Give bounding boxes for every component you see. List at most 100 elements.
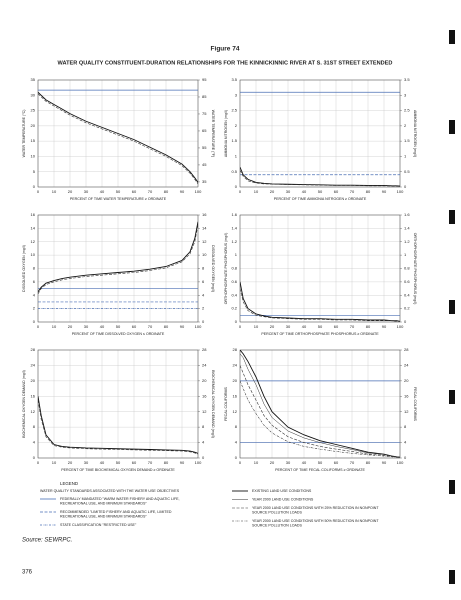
series-line [240, 288, 400, 322]
y-tick-label: 8 [33, 266, 36, 271]
y2-tick-label: 12 [202, 239, 207, 244]
y2-tick-label: 8 [202, 266, 205, 271]
x-tick-label: 60 [132, 324, 137, 329]
legend-label: YEAR 2000 LAND USE CONDITIONS WITH 50% R… [252, 519, 379, 523]
x-tick-label: 80 [164, 189, 169, 194]
x-tick-label: 80 [366, 189, 371, 194]
x-tick-label: 90 [382, 189, 387, 194]
y-tick-label: 6 [33, 279, 36, 284]
y2-axis-label: AMMONIA NITROGEN (mg/l) [413, 110, 417, 157]
x-tick-label: 70 [148, 324, 153, 329]
y2-tick-label: 14 [202, 225, 207, 230]
y-tick-label: 0 [235, 184, 238, 189]
y2-tick-label: 2.5 [404, 108, 410, 113]
y-tick-label: 20 [31, 123, 36, 128]
y-tick-label: 28 [31, 347, 36, 352]
y2-tick-label: 0.5 [404, 169, 410, 174]
x-tick-label: 20 [68, 324, 73, 329]
x-tick-label: 10 [52, 324, 57, 329]
y-tick-label: 5 [33, 169, 36, 174]
x-tick-label: 60 [334, 189, 339, 194]
x-tick-label: 70 [350, 189, 355, 194]
x-tick-label: 10 [254, 324, 259, 329]
x-tick-label: 100 [195, 189, 202, 194]
y-tick-label: 8 [235, 424, 238, 429]
x-axis-label: PERCENT OF TIME AMMONIA NITROGEN ≥ ORDIN… [274, 197, 367, 201]
x-tick-label: 40 [100, 189, 105, 194]
x-tick-label: 30 [84, 189, 89, 194]
y2-tick-label: 1.5 [404, 138, 410, 143]
legend-label: YEAR 2000 LAND USE CONDITIONS WITH 25% R… [252, 506, 379, 510]
x-tick-label: 0 [239, 460, 242, 465]
legend-heading: WATER QUALITY STANDARDS ASSOCIATED WITH … [40, 489, 180, 493]
x-tick-label: 20 [68, 460, 73, 465]
x-tick-label: 100 [195, 460, 202, 465]
source: Source: SEWRPC. [22, 538, 72, 544]
plot-frame [239, 214, 401, 323]
y2-tick-label: 0 [202, 455, 205, 460]
y-tick-label: 16 [31, 393, 36, 398]
y-tick-label: 2 [33, 306, 36, 311]
y-tick-label: 24 [31, 362, 36, 367]
y2-tick-label: 1 [404, 252, 407, 257]
y-tick-label: 0 [33, 184, 36, 189]
y2-tick-label: 16 [202, 212, 207, 217]
y-tick-label: 12 [233, 409, 238, 414]
x-tick-label: 90 [180, 324, 185, 329]
y2-tick-label: 4 [404, 440, 407, 445]
y-tick-label: 1.2 [231, 239, 237, 244]
y-tick-label: 0.8 [231, 266, 237, 271]
x-tick-label: 70 [148, 460, 153, 465]
y-axis-label: FECAL COLIFORMS [224, 386, 228, 420]
legend-title: LEGEND [60, 481, 78, 486]
y2-tick-label: 8 [404, 424, 407, 429]
x-tick-label: 0 [37, 324, 40, 329]
x-tick-label: 80 [366, 460, 371, 465]
y-tick-label: 0 [235, 319, 238, 324]
y2-tick-label: 0.8 [404, 266, 410, 271]
x-tick-label: 20 [270, 324, 275, 329]
series-line [240, 380, 400, 458]
y2-tick-label: 1.2 [404, 239, 410, 244]
x-tick-label: 70 [350, 460, 355, 465]
legend-label: STATE CLASSIFICATION "RESTRICTED USE" [60, 523, 137, 527]
x-tick-label: 10 [254, 460, 259, 465]
x-tick-label: 30 [286, 460, 291, 465]
y2-tick-label: 2 [404, 123, 407, 128]
y2-tick-label: 4 [202, 292, 205, 297]
legend-label: EXISTING LAND USE CONDITIONS [252, 489, 312, 493]
y2-tick-label: 35 [202, 179, 207, 184]
legend-label: SOURCE POLLUTION LOADS [252, 523, 303, 527]
series-line [38, 91, 198, 183]
legend-label: FEDERALLY MANDATED "WARM WATER FISHERY A… [60, 497, 180, 501]
series-line [240, 170, 400, 187]
x-tick-label: 60 [132, 460, 137, 465]
y2-tick-label: 4 [202, 440, 205, 445]
y2-tick-label: 75 [202, 111, 207, 116]
series-line [240, 365, 400, 458]
y-tick-label: 0.4 [231, 292, 237, 297]
y-tick-label: 0.2 [231, 306, 237, 311]
x-axis-label: PERCENT OF TIME FECAL COLIFORMS ≥ ORDINA… [275, 468, 365, 472]
legend-label: YEAR 2000 LAND USE CONDITIONS [252, 497, 314, 501]
y-tick-label: 14 [31, 225, 36, 230]
x-tick-label: 10 [52, 460, 57, 465]
x-tick-label: 30 [84, 460, 89, 465]
y2-tick-label: 12 [404, 409, 409, 414]
y2-tick-label: 65 [202, 128, 207, 133]
x-tick-label: 50 [116, 189, 121, 194]
legend-label: RECOMMENDED "LIMITED FISHERY AND AQUATIC… [60, 510, 172, 514]
x-tick-label: 70 [148, 189, 153, 194]
x-tick-label: 0 [239, 189, 242, 194]
y-tick-label: 16 [31, 212, 36, 217]
x-tick-label: 30 [84, 324, 89, 329]
series-line [38, 396, 198, 454]
plot-frame [37, 214, 199, 323]
series-line [38, 221, 198, 293]
y-tick-label: 0.5 [231, 169, 237, 174]
y-tick-label: 1.5 [231, 138, 237, 143]
y-tick-label: 24 [233, 362, 238, 367]
y2-tick-label: 0 [404, 184, 407, 189]
y-tick-label: 0 [33, 455, 36, 460]
